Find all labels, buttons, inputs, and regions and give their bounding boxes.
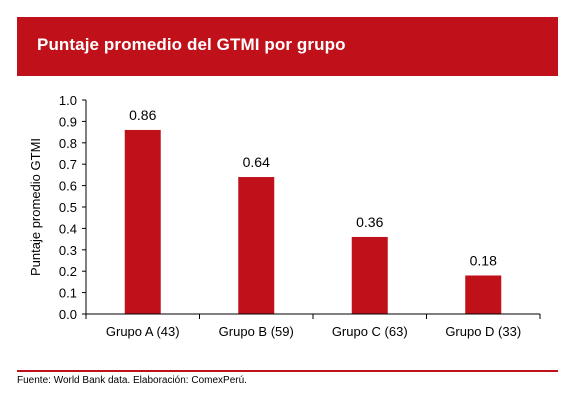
y-tick-label: 0.0 — [59, 307, 77, 322]
data-label: 0.86 — [129, 107, 156, 123]
bar — [351, 236, 388, 314]
bar — [465, 275, 502, 314]
data-label: 0.18 — [470, 252, 497, 268]
bar-chart: Puntaje promedio GTMI 0.0 0.1 0.2 0.3 0.4 0.5… — [28, 93, 541, 339]
y-tick-label: 0.2 — [59, 264, 77, 279]
y-tick-labels: 0.0 0.1 0.2 0.3 0.4 0.5 0.6 0.7 0.8 0.9 1.0 — [59, 93, 77, 322]
y-tick-label: 0.9 — [59, 114, 77, 129]
data-label: 0.64 — [243, 154, 270, 170]
data-labels: 0.86 0.64 0.36 0.18 — [129, 107, 497, 269]
x-tick-label: Grupo A (43) — [106, 324, 180, 339]
data-label: 0.36 — [356, 214, 383, 230]
y-tick-label: 0.7 — [59, 157, 77, 172]
y-tick-label: 0.8 — [59, 136, 77, 151]
source-note: Fuente: World Bank data. Elaboración: Co… — [17, 375, 247, 386]
y-tick-label: 0.4 — [59, 221, 77, 236]
x-tick-label: Grupo D (33) — [445, 324, 521, 339]
y-tick-label: 0.5 — [59, 200, 77, 215]
x-tick-label: Grupo C (63) — [332, 324, 408, 339]
chart-title: Puntaje promedio del GTMI por grupo — [37, 35, 346, 54]
footer-divider — [17, 370, 558, 372]
y-axis-label: Puntaje promedio GTMI — [28, 138, 43, 276]
y-tick-label: 0.1 — [59, 286, 77, 301]
y-tick-label: 0.6 — [59, 179, 77, 194]
bar — [238, 177, 275, 314]
bar — [124, 129, 161, 314]
x-tick-labels: Grupo A (43) Grupo B (59) Grupo C (63) Grup… — [106, 324, 521, 339]
axes — [82, 99, 541, 319]
bars — [124, 129, 502, 314]
y-tick-label: 0.3 — [59, 243, 77, 258]
x-tick-label: Grupo B (59) — [219, 324, 294, 339]
chart-header: Puntaje promedio del GTMI por grupo — [17, 17, 558, 76]
y-tick-label: 1.0 — [59, 93, 77, 108]
